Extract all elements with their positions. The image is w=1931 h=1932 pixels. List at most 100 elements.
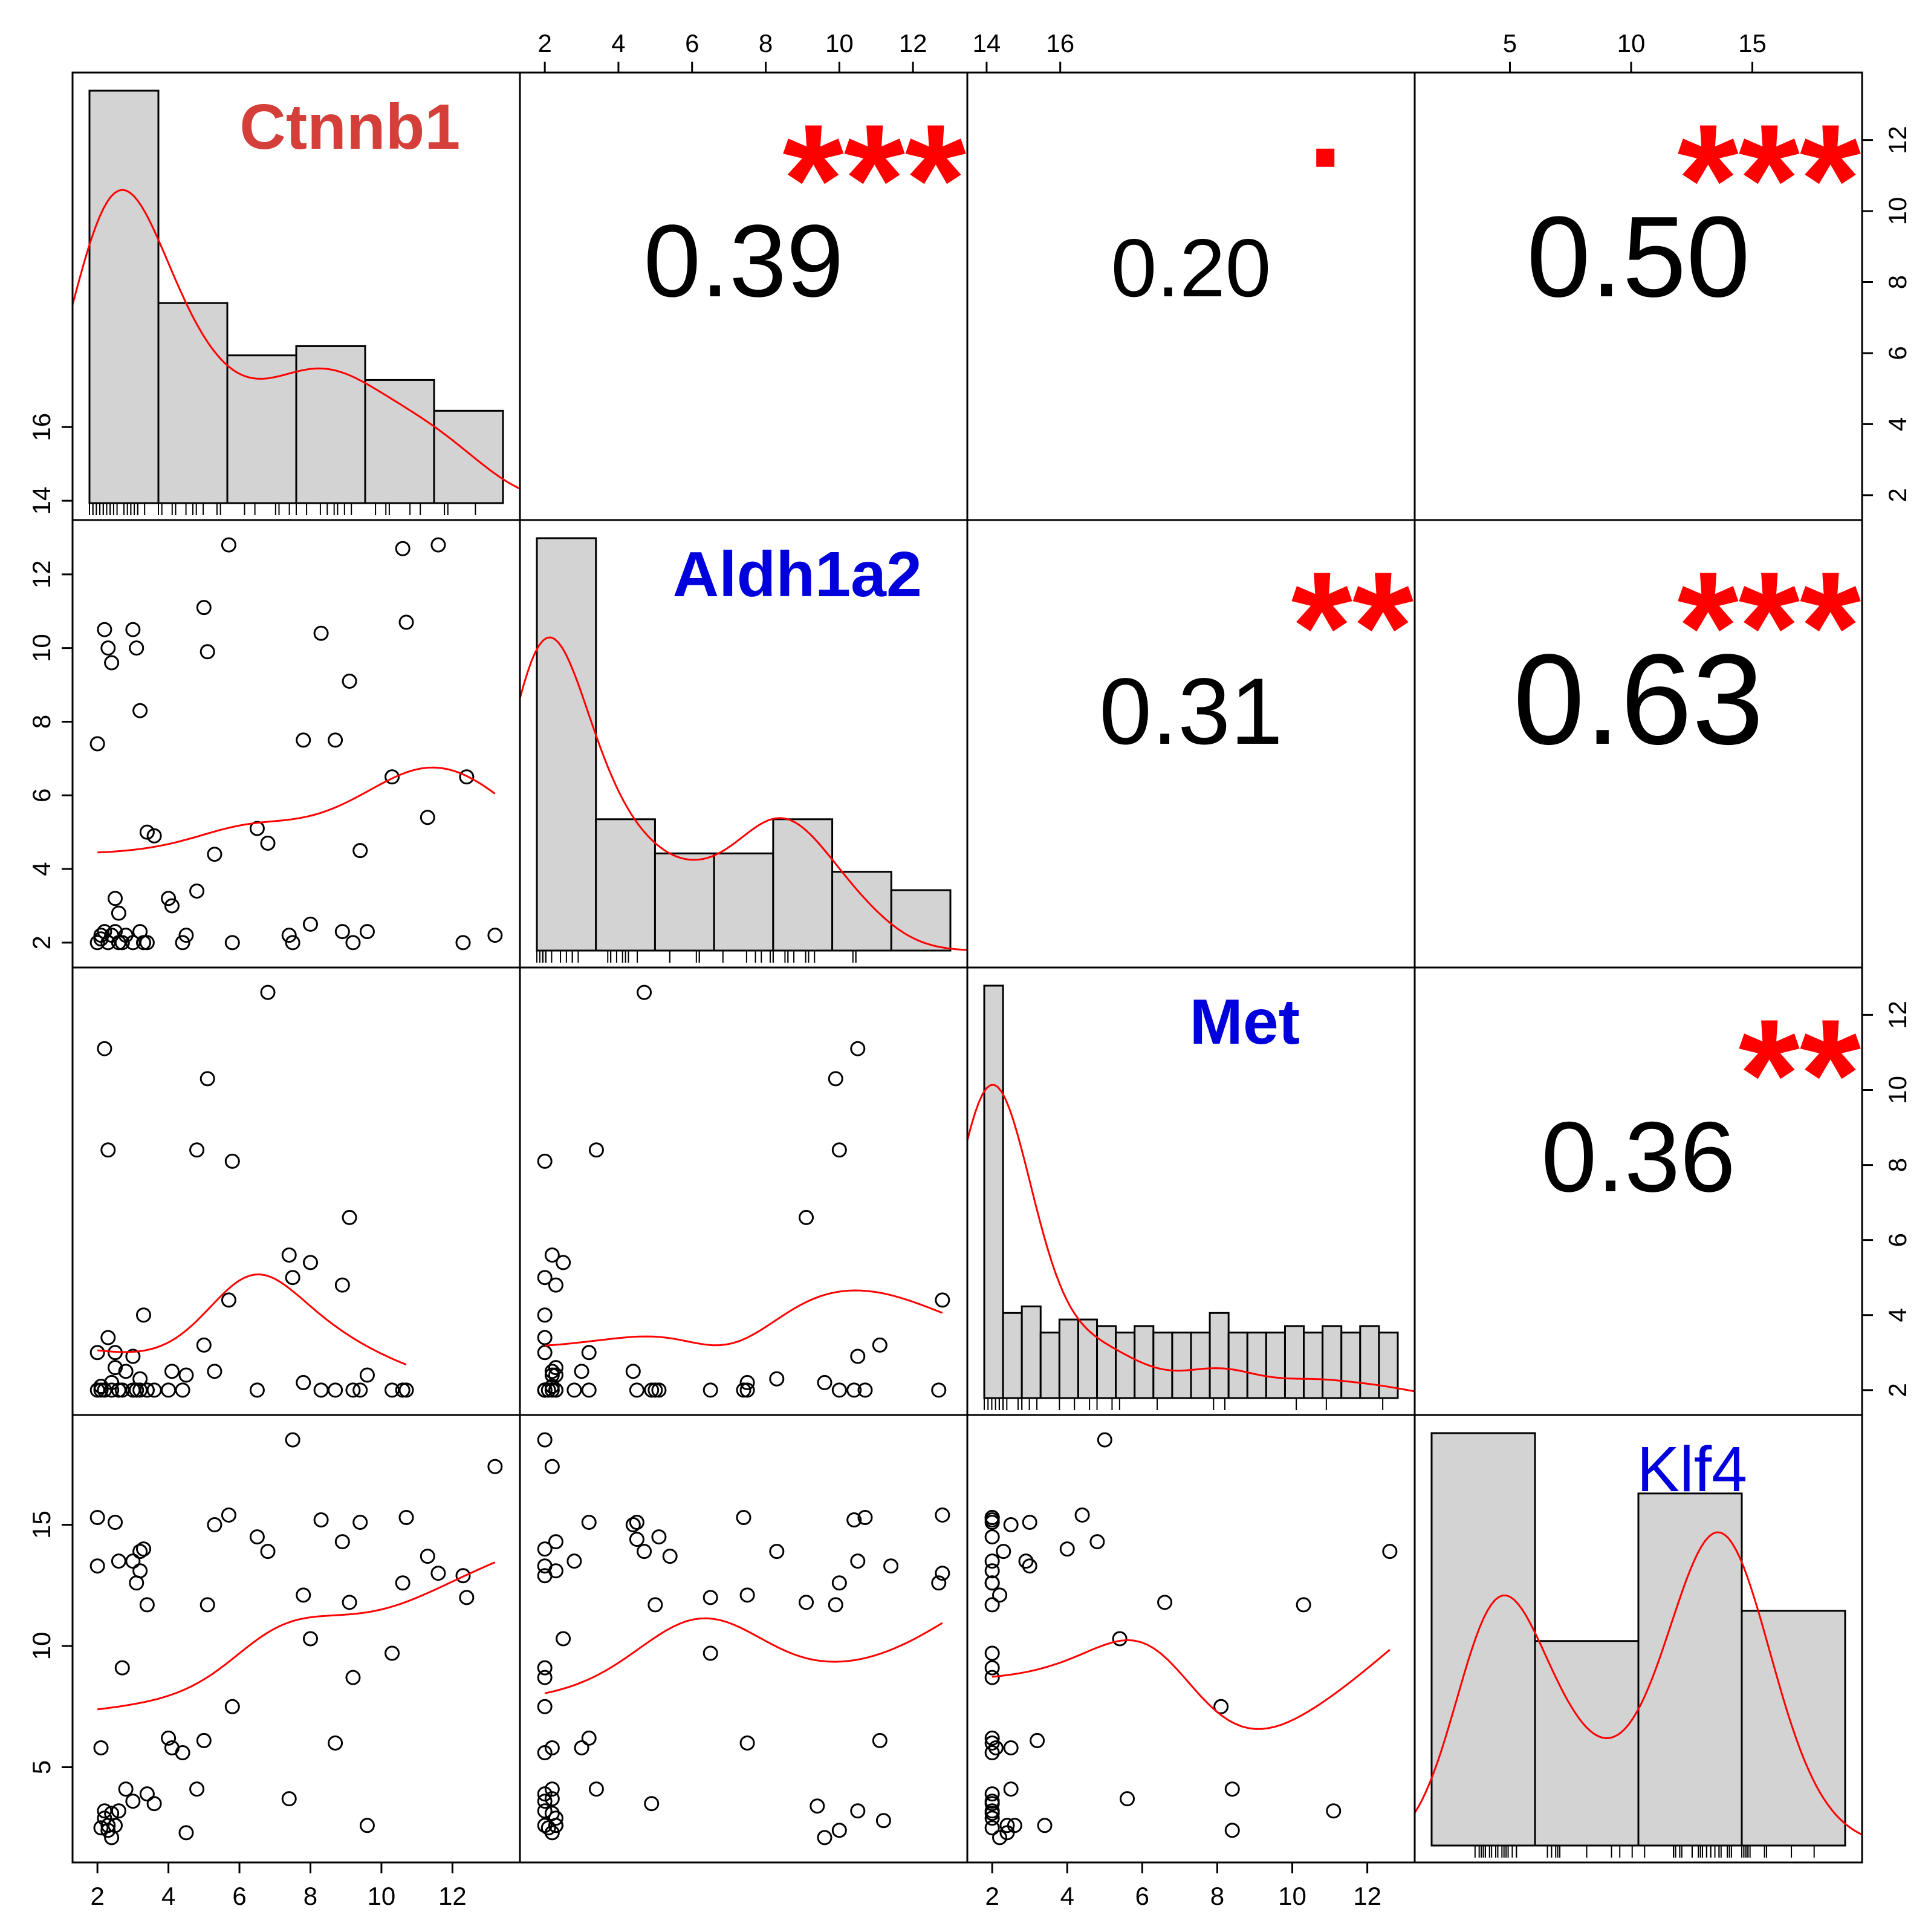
scatter-point [487,1459,503,1474]
histogram-bar [1115,1332,1136,1399]
scatter-point [850,1553,866,1569]
scatter-point [345,935,361,951]
scatter-point [97,924,112,940]
bottom-axis-label: 4 [1060,1882,1074,1910]
scatter-point [398,1382,414,1398]
scatter-point [352,843,368,859]
scatter-point [999,1825,1015,1841]
scatter-point [352,1382,368,1398]
correlation-value: 0.36 [1541,1101,1735,1212]
top-axis-label: 15 [1738,29,1767,57]
variable-label: Met [1190,986,1300,1058]
scatter-point [118,1364,134,1379]
significance-stars: *** [782,92,966,267]
scatter-point [285,1432,300,1448]
scatter-point [296,1587,311,1603]
scatter-point [931,1575,947,1591]
left-axis-label: 5 [27,1760,56,1774]
scatter-point [161,1730,177,1746]
right-axis-label: 6 [1883,346,1912,360]
significance-stars: ** [1291,539,1414,715]
top-axis-label: 5 [1503,29,1517,57]
scatter-point [108,924,123,940]
scatter-point [342,1209,357,1225]
scatter-point [588,1781,604,1797]
histogram-bar [1322,1325,1343,1399]
scatter-point [828,1071,843,1087]
scatter-point [178,1825,194,1841]
scatter-point [221,1292,236,1308]
scatter-point [345,1670,361,1685]
scatter-point [999,1818,1015,1833]
significance-stars: *** [1677,92,1861,267]
scatter-point [200,1071,215,1087]
right-axis-label: 10 [1883,1076,1912,1104]
scatter-point [132,1563,148,1579]
scatter-point [548,1810,563,1826]
scatter-point [302,1631,318,1647]
scatter-point [395,1575,411,1591]
scatter-point [637,984,652,1000]
scatter-point [544,1247,560,1263]
scatter-point [984,1515,1000,1530]
histogram-bar [295,345,366,504]
significance-dot [1316,148,1335,167]
scatter-point [285,1270,300,1286]
panel-klf4-ctnnb1 [89,1432,503,1846]
left-axis-label: 12 [27,561,56,589]
panel-klf4-aldh1a2 [537,1432,950,1846]
histogram-bar [1021,1305,1042,1399]
scatter-point [114,935,130,951]
scatter-point [984,1563,1000,1579]
density-curve [1415,1531,1862,1836]
scatter-point [537,1568,553,1584]
scatter-point [104,1806,120,1821]
scatter-point [769,1371,785,1387]
scatter-point [984,1645,1000,1661]
scatter-point [875,1813,891,1829]
panel-ctnnb1-aldh1a2: 0.39*** [644,92,967,319]
scatter-point [574,1364,589,1379]
scatter-point [420,810,435,825]
scatter-point [581,1345,597,1361]
left-axis-label: 8 [27,715,56,729]
top-axis-label: 6 [685,29,699,57]
scatter-point [161,891,177,906]
histogram-bar [157,302,229,504]
right-axis-label: 2 [1883,1383,1912,1397]
scatter-point [345,1382,361,1398]
right-axis-label: 4 [1883,1308,1912,1322]
scatter-point [189,1142,205,1158]
scatter-point [644,1796,660,1812]
right-axis-label: 12 [1883,126,1912,154]
histogram-bar [1340,1332,1361,1399]
scatter-point [548,1818,563,1833]
left-axis-label: 6 [27,789,56,802]
scatter-point [352,1515,368,1530]
scatter-point [97,622,112,637]
scatter-point [544,1781,560,1797]
histogram-bar [595,818,656,952]
scatter-point [189,1781,205,1797]
scatter-point [644,1382,660,1398]
scatter-point [548,1382,563,1398]
histogram-bar [1534,1640,1640,1847]
smoother-line [97,1273,407,1366]
scatter-point [540,1820,556,1836]
scatter-point [1059,1541,1075,1557]
top-axis-label: 8 [759,29,773,57]
scatter-point [537,1270,553,1286]
scatter-point [1018,1553,1034,1569]
scatter-point [846,1382,862,1398]
scatter-point [129,640,144,656]
scatter-point [548,1367,563,1383]
scatter-point [455,1568,471,1584]
scatter-point [285,935,300,951]
histogram-bar [1134,1325,1155,1399]
scatter-point [850,1348,866,1364]
scatter-point [566,1382,582,1398]
axes-layer: 2 4 6 8 10 12 14 16 5 10 15 2 4 6 8 10 12 2 4 6 8 10 12 2 4 6 8 10 1… [27,29,1912,1910]
correlation-value: 0.31 [1099,659,1283,764]
scatter-point [984,1553,1000,1569]
